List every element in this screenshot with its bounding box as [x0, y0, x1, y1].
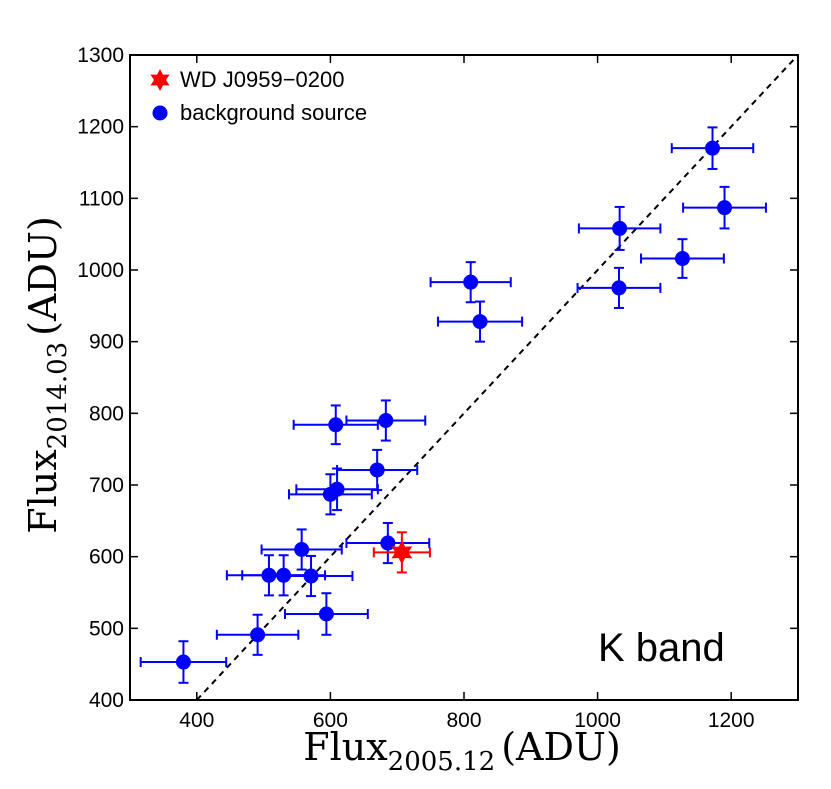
y-tick-label: 1300 — [77, 44, 124, 67]
reference-line — [196, 54, 799, 701]
background-source-point — [276, 567, 292, 583]
marker-layer — [175, 140, 733, 670]
y-axis-title-main: Flux — [21, 449, 65, 533]
legend-circle-icon — [152, 105, 168, 121]
background-source-point — [303, 568, 319, 584]
y-tick-label: 700 — [89, 474, 124, 497]
y-tick-label: 1000 — [77, 259, 124, 282]
background-source-point — [378, 413, 394, 428]
y-axis-title-unit: (ADU) — [21, 216, 65, 336]
background-source-point — [318, 606, 334, 622]
background-source-point — [717, 200, 733, 216]
legend-marker-background-circle — [152, 105, 168, 121]
x-tick-label: 600 — [313, 709, 348, 732]
background-source-point — [329, 481, 345, 497]
x-tick-label: 1200 — [708, 709, 755, 732]
x-axis-title-sub: 2005.12 — [388, 747, 496, 777]
legend-star-icon — [150, 69, 170, 91]
background-source-point — [611, 280, 627, 296]
legend-label-background: background source — [180, 100, 367, 125]
background-source-point — [463, 274, 479, 290]
background-source-point — [328, 417, 344, 433]
y-axis-title-sub: 2014.03 — [43, 342, 73, 450]
x-tick-label: 1000 — [574, 709, 621, 732]
background-source-point — [674, 251, 690, 267]
background-source-point — [612, 220, 628, 236]
x-tick-label: 400 — [179, 709, 214, 732]
y-tick-label: 900 — [89, 331, 124, 354]
legend-label-wd: WD J0959−0200 — [180, 67, 345, 92]
x-axis-title: Flux2005.12 (ADU) — [303, 725, 621, 777]
errorbar-1-3 — [640, 238, 725, 279]
x-axis-title-unit: (ADU) — [501, 725, 621, 769]
wd-star-point — [391, 540, 413, 565]
y-tick-label: 1100 — [79, 187, 124, 210]
legend-marker-wd-star — [150, 69, 170, 91]
background-source-point — [369, 462, 385, 478]
background-source-point — [380, 535, 396, 551]
reference-line-layer — [196, 54, 799, 701]
y-tick-label: 500 — [89, 617, 124, 640]
background-source-point — [704, 140, 720, 156]
y-tick-label: 800 — [89, 402, 124, 425]
x-axis-title-main: Flux — [303, 725, 387, 769]
y-tick-label: 1200 — [77, 116, 124, 139]
background-source-point — [175, 654, 191, 670]
band-annotation: K band — [598, 626, 725, 670]
y-axis-title: Flux2014.03 (ADU) — [21, 216, 73, 534]
y-tick-label: 400 — [89, 689, 124, 712]
background-source-point — [472, 314, 488, 330]
background-source-point — [261, 567, 277, 583]
y-tick-label: 600 — [89, 546, 124, 569]
plot-background — [130, 55, 798, 700]
legend: WD J0959−0200 background source — [150, 67, 367, 125]
x-tick-label: 800 — [446, 709, 481, 732]
tick-layer: 400 600 800 1000 1200 400 500 600 700 800 900 1000 1… — [77, 44, 798, 732]
background-source-point — [250, 627, 266, 643]
background-source-point — [294, 542, 310, 557]
